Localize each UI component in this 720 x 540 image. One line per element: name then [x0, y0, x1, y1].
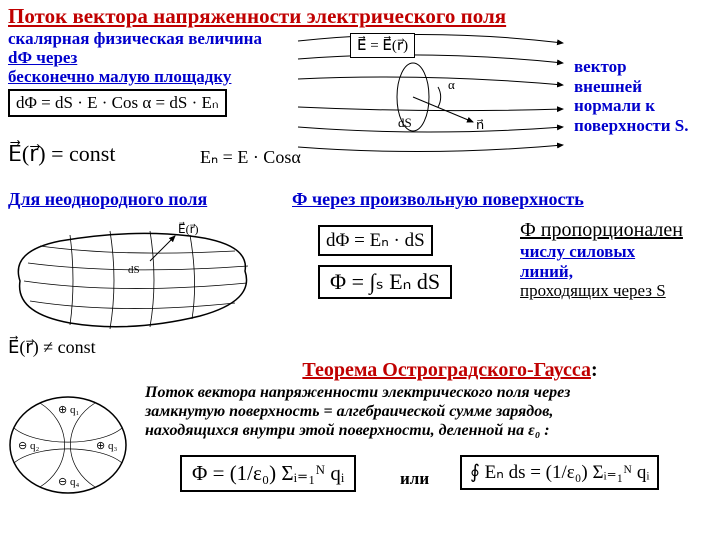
label-alpha: α [448, 77, 455, 92]
tb3: находящихся внутри этой поверхности, дел… [145, 421, 716, 440]
rn3: нормали к [574, 96, 655, 115]
theorem-body: Поток вектора напряженности электрическо… [145, 383, 716, 441]
formula-const: E⃗(r⃗) = const [8, 141, 115, 167]
formula-gauss-right: ∮ Eₙ ds = (1/ε₀) Σᵢ₌₁ᴺ qᵢ [460, 455, 659, 490]
right-note: вектор внешней нормали к поверхности S. [574, 57, 714, 135]
rn4: поверхности S. [574, 116, 689, 135]
theorem-title-line: Теорема Остроградского-Гаусса: [8, 359, 712, 382]
theorem-colon: : [591, 359, 598, 381]
formula-En: Eₙ = E · Cosα [200, 147, 301, 168]
phi-surface: Ф через произвольную поверхность [292, 189, 584, 210]
blob-surface-diagram: E⃗(r⃗) dS [0, 211, 260, 341]
region-dS-label: dS [128, 264, 140, 276]
rn1: вектор [574, 57, 627, 76]
formula-gauss-left: Φ = (1/ε₀) Σᵢ₌₁ᴺ qᵢ [180, 455, 356, 492]
formula-E-eq: E⃗ = E⃗(r⃗) [350, 33, 415, 58]
region-E-label: E⃗(r⃗) [178, 221, 199, 236]
formula-dPhi2: dΦ = Eₙ · dS [318, 225, 433, 256]
phi-prefix: Ф через [292, 189, 360, 209]
formula-integral: Φ = ∫ₛ Eₙ dS [318, 265, 452, 299]
scalar-line: скалярная физическая величина [8, 29, 262, 48]
label-n: n⃗ [476, 117, 484, 132]
field-lines-diagram: dS n⃗ α [288, 27, 568, 157]
charge-left: ⊖ q₂ [18, 440, 39, 452]
label-dS: dS [398, 115, 412, 130]
dphi-l1: dФ через [8, 48, 77, 67]
formula-dphi: dΦ = dS · E · Cos α = dS · Eₙ [8, 89, 227, 117]
dphi-l2: бесконечно малую площадку [8, 67, 231, 86]
pl1: Ф пропорционален [520, 219, 683, 241]
charge-right: ⊕ q₃ [96, 440, 117, 452]
charge-bottom: ⊖ q₄ [58, 476, 79, 488]
page-title: Поток вектора напряженности электрическо… [0, 0, 720, 29]
tb2: замкнутую поверхность = алгебраической с… [145, 402, 716, 421]
formula-region-notconst: E⃗(r⃗) ≠ const [8, 337, 96, 358]
or-word: или [400, 469, 429, 489]
prop-text: Ф пропорционален числу силовых линий, пр… [520, 219, 683, 301]
phi-rest: произвольную поверхность [360, 189, 584, 209]
theorem-title: Теорема Остроградского-Гаусса [302, 359, 591, 381]
pl4: проходящих через S [520, 281, 666, 300]
pl2: числу силовых [520, 242, 635, 261]
tb1: Поток вектора напряженности электрическо… [145, 383, 716, 402]
pl3: линий, [520, 262, 573, 281]
rn2: внешней [574, 77, 642, 96]
closed-surface-diagram: ⊕ q₁ ⊖ q₂ ⊕ q₃ ⊖ q₄ [0, 383, 140, 513]
charge-top: ⊕ q₁ [58, 404, 79, 416]
